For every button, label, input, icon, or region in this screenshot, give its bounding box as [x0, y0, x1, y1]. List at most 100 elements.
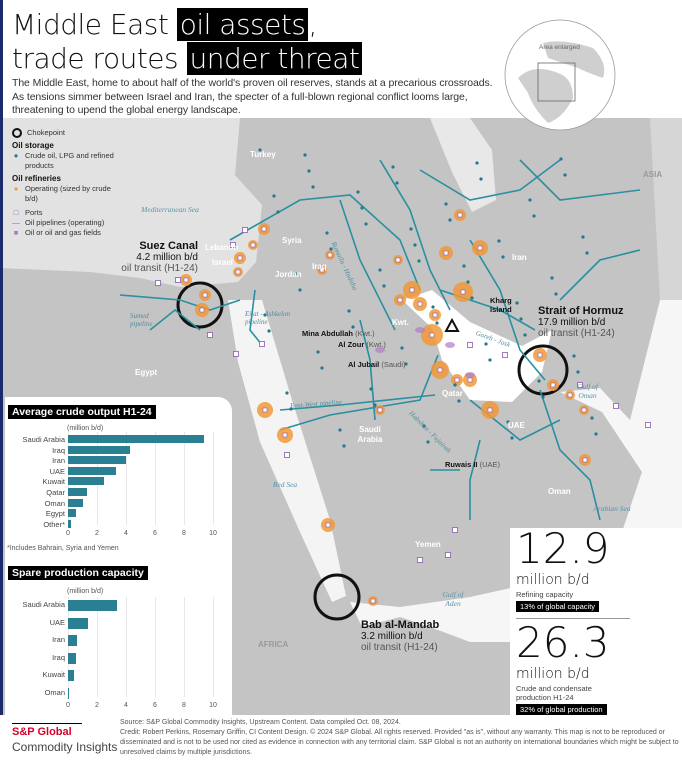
storage-marker: [559, 157, 563, 161]
port-marker: [454, 377, 460, 383]
pipeline-line: [469, 439, 481, 520]
storage-marker: [316, 350, 320, 354]
sea-label: Red Sea: [272, 480, 298, 489]
storage-marker: [413, 243, 417, 247]
port-marker: [262, 407, 268, 413]
oil-field-marker: [415, 327, 425, 333]
refining-capacity-badge: 13% of global capacity: [516, 601, 600, 612]
port-marker: [319, 267, 325, 273]
tick-label: 10: [209, 530, 217, 537]
bar-label: Saudi Arabia: [22, 600, 65, 609]
country-label: Egypt: [135, 368, 158, 377]
storage-marker: [576, 370, 580, 374]
port-marker: [487, 407, 493, 413]
page-title: Middle East oil assets, trade routes unde…: [12, 8, 363, 76]
grid-line: [213, 432, 214, 525]
port-marker: [581, 407, 587, 413]
storage-marker: [532, 214, 536, 218]
storage-marker: [364, 222, 368, 226]
storage-marker: [497, 239, 501, 243]
bar-label: Saudi Arabia: [22, 435, 65, 444]
bar: [68, 519, 71, 528]
bab-al-mandab-chokepoint[interactable]: [313, 573, 361, 621]
bar-label: Kuwait: [42, 477, 65, 487]
port-marker: [230, 242, 236, 248]
brand-subtitle: Commodity Insights: [12, 740, 118, 754]
hormuz-chokepoint[interactable]: [517, 344, 569, 396]
storage-marker: [360, 206, 364, 210]
charts-panel: Average crude output H1-24 (million b/d)…: [5, 397, 232, 715]
storage-marker: [373, 403, 377, 407]
crude-output-title: Average crude output H1-24: [8, 405, 156, 419]
port-marker: [460, 289, 466, 295]
storage-marker: [537, 379, 541, 383]
pipeline-label: Sumed pipeline: [130, 312, 153, 328]
pipeline-line: [229, 194, 421, 291]
credit-text: Credit: Robert Perkins, Rosemary Griffin…: [120, 729, 679, 756]
facility-callout: Al Zour (Kwt.): [338, 340, 386, 349]
stats-divider: [516, 618, 630, 619]
pipeline-line: [339, 199, 396, 331]
legend: Chokepoint Oil storage ● Crude oil, LPG a…: [12, 128, 114, 237]
refinery-dot-icon: ●: [13, 184, 19, 193]
country-label: Bahr.: [445, 352, 466, 361]
bar-label: UAE: [49, 617, 65, 627]
asia-east: [650, 118, 682, 300]
suez-chokepoint[interactable]: [176, 281, 224, 329]
pipeline-line: [469, 239, 546, 381]
storage-marker: [453, 383, 457, 387]
pipeline-line: [149, 308, 201, 331]
refining-capacity-desc: Refining capacity: [516, 590, 574, 599]
stats-panel: 12.9 million b/d Refining capacity 13% o…: [510, 528, 682, 715]
storage-marker: [501, 255, 505, 259]
port-marker: [409, 287, 415, 293]
bar-label: Iraq: [52, 652, 65, 662]
storage-marker: [298, 288, 302, 292]
country-label: Israel: [212, 258, 233, 267]
bab-al-mandab-callout: Bab al-Mandab 3.2 million b/d oil transit …: [361, 619, 440, 653]
bar-label: Oman: [44, 498, 65, 508]
port-marker: [250, 242, 256, 248]
tick-label: 4: [124, 530, 128, 537]
port-square-icon: □: [13, 208, 19, 217]
bar: [68, 670, 74, 682]
port-marker: [259, 341, 265, 347]
source-text: Source: S&P Global Commodity Insights, U…: [120, 719, 401, 726]
storage-marker: [356, 190, 360, 194]
storage-marker: [294, 272, 298, 276]
pipeline-line: [539, 389, 601, 521]
storage-marker: [303, 153, 307, 157]
grid-line: [126, 597, 127, 697]
port-marker: [202, 292, 208, 298]
storage-marker: [475, 161, 479, 165]
pipeline-line: [559, 249, 641, 301]
grid-line: [68, 597, 69, 697]
left-border: [0, 0, 3, 770]
storage-marker: [351, 325, 355, 329]
storage-marker: [338, 428, 342, 432]
storage-marker: [382, 284, 386, 288]
storage-marker: [590, 416, 594, 420]
crude-output-unit: (million b/d): [67, 425, 104, 432]
refining-capacity-unit: million b/d: [516, 572, 590, 588]
country-label: Lebanon: [205, 243, 239, 252]
tick-label: 4: [124, 702, 128, 709]
storage-marker: [320, 366, 324, 370]
bar-label: UAE: [49, 466, 65, 476]
port-marker: [445, 552, 451, 558]
storage-marker: [435, 321, 439, 325]
country-label: UAE: [508, 421, 525, 430]
oil-field-icon: ■: [13, 228, 19, 237]
bar: [68, 688, 70, 699]
port-marker: [395, 257, 401, 263]
mediterranean-sea: [0, 118, 262, 287]
storage-marker: [515, 301, 519, 305]
bar: [68, 466, 116, 475]
storage-marker: [528, 198, 532, 202]
country-label: Turkey: [250, 150, 276, 159]
intro-text: The Middle East, home to about half of t…: [12, 77, 493, 116]
port-marker: [417, 301, 423, 307]
storage-marker: [307, 169, 311, 173]
facility-callout: Kharg Island: [490, 296, 512, 314]
spare-capacity-title: Spare production capacity: [8, 566, 148, 580]
